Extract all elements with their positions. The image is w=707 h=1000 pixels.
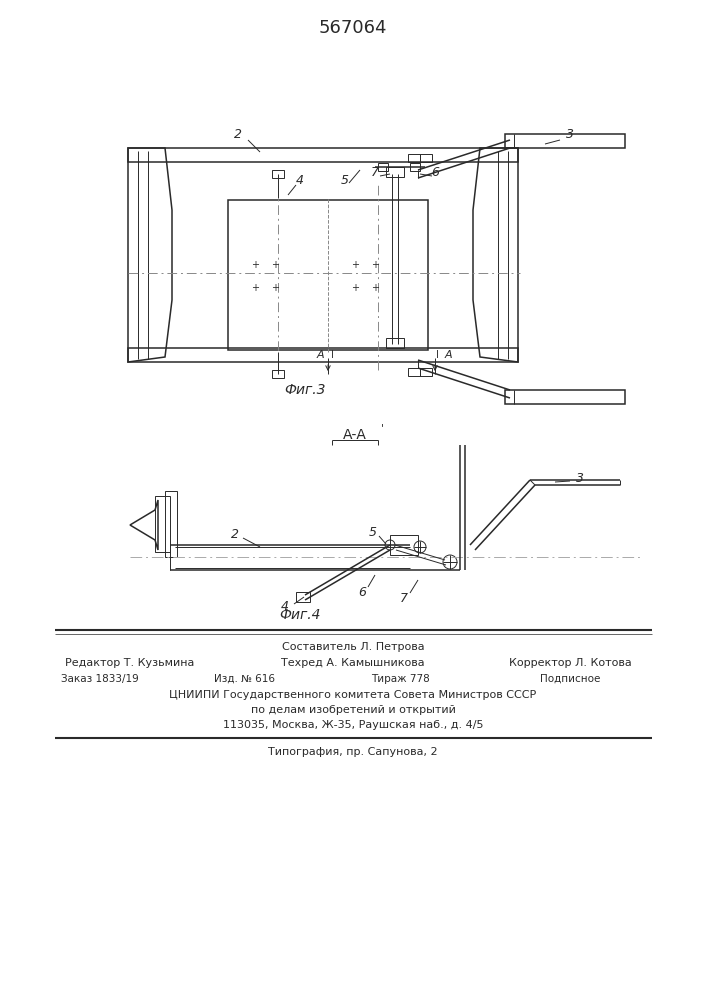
Text: +: +: [251, 260, 259, 270]
Text: Типография, пр. Сапунова, 2: Типография, пр. Сапунова, 2: [268, 747, 438, 757]
Bar: [390, 535, 418, 555]
Text: I: I: [331, 350, 334, 360]
Bar: [386, 338, 404, 348]
Text: по делам изобретений и открытий: по делам изобретений и открытий: [250, 705, 455, 715]
Text: Составитель Л. Петрова: Составитель Л. Петрова: [281, 642, 424, 652]
Text: 3: 3: [566, 128, 574, 141]
Text: 5: 5: [341, 174, 349, 186]
Text: Заказ 1833/19: Заказ 1833/19: [61, 674, 139, 684]
Text: Фиг.4: Фиг.4: [279, 608, 321, 622]
Text: Редактор Т. Кузьмина: Редактор Т. Кузьмина: [65, 658, 194, 668]
Bar: [420, 368, 432, 376]
Text: I: I: [436, 350, 438, 360]
Bar: [228, 200, 428, 350]
Bar: [505, 134, 625, 148]
Text: А-А: А-А: [343, 428, 367, 442]
Text: Фиг.3: Фиг.3: [284, 383, 326, 397]
Text: 2: 2: [234, 128, 242, 141]
Text: +: +: [351, 260, 359, 270]
Text: +: +: [371, 283, 379, 293]
Bar: [408, 154, 420, 162]
Bar: [296, 592, 310, 602]
Bar: [128, 148, 518, 162]
Text: Тираж 778: Тираж 778: [370, 674, 429, 684]
Text: Корректор Л. Котова: Корректор Л. Котова: [508, 658, 631, 668]
Text: 2: 2: [231, 528, 239, 542]
Text: 567064: 567064: [319, 19, 387, 37]
Text: Изд. № 616: Изд. № 616: [214, 674, 276, 684]
Text: +: +: [351, 283, 359, 293]
Text: А: А: [444, 350, 452, 360]
Bar: [378, 163, 388, 171]
Text: ': ': [380, 423, 384, 433]
Text: 4: 4: [281, 600, 289, 613]
Text: +: +: [271, 260, 279, 270]
Bar: [165, 491, 177, 557]
Bar: [505, 390, 625, 404]
Bar: [128, 348, 518, 362]
Text: 5: 5: [369, 526, 377, 538]
Bar: [272, 370, 284, 378]
Bar: [420, 154, 432, 162]
Text: 3: 3: [576, 472, 584, 485]
Text: 7: 7: [400, 591, 408, 604]
Text: 6: 6: [431, 165, 439, 178]
Text: А: А: [316, 350, 324, 360]
Bar: [408, 368, 420, 376]
Bar: [386, 167, 404, 177]
Bar: [272, 170, 284, 178]
Text: +: +: [251, 283, 259, 293]
Text: 4: 4: [296, 174, 304, 186]
Text: 6: 6: [358, 585, 366, 598]
Text: +: +: [371, 260, 379, 270]
Text: Подписное: Подписное: [540, 674, 600, 684]
Bar: [410, 163, 420, 171]
Text: 7: 7: [371, 165, 379, 178]
Text: ЦНИИПИ Государственного комитета Совета Министров СССР: ЦНИИПИ Государственного комитета Совета …: [170, 690, 537, 700]
Text: Техред А. Камышникова: Техред А. Камышникова: [281, 658, 425, 668]
Text: 113035, Москва, Ж-35, Раушская наб., д. 4/5: 113035, Москва, Ж-35, Раушская наб., д. …: [223, 720, 484, 730]
Text: +: +: [271, 283, 279, 293]
Bar: [155, 496, 170, 552]
